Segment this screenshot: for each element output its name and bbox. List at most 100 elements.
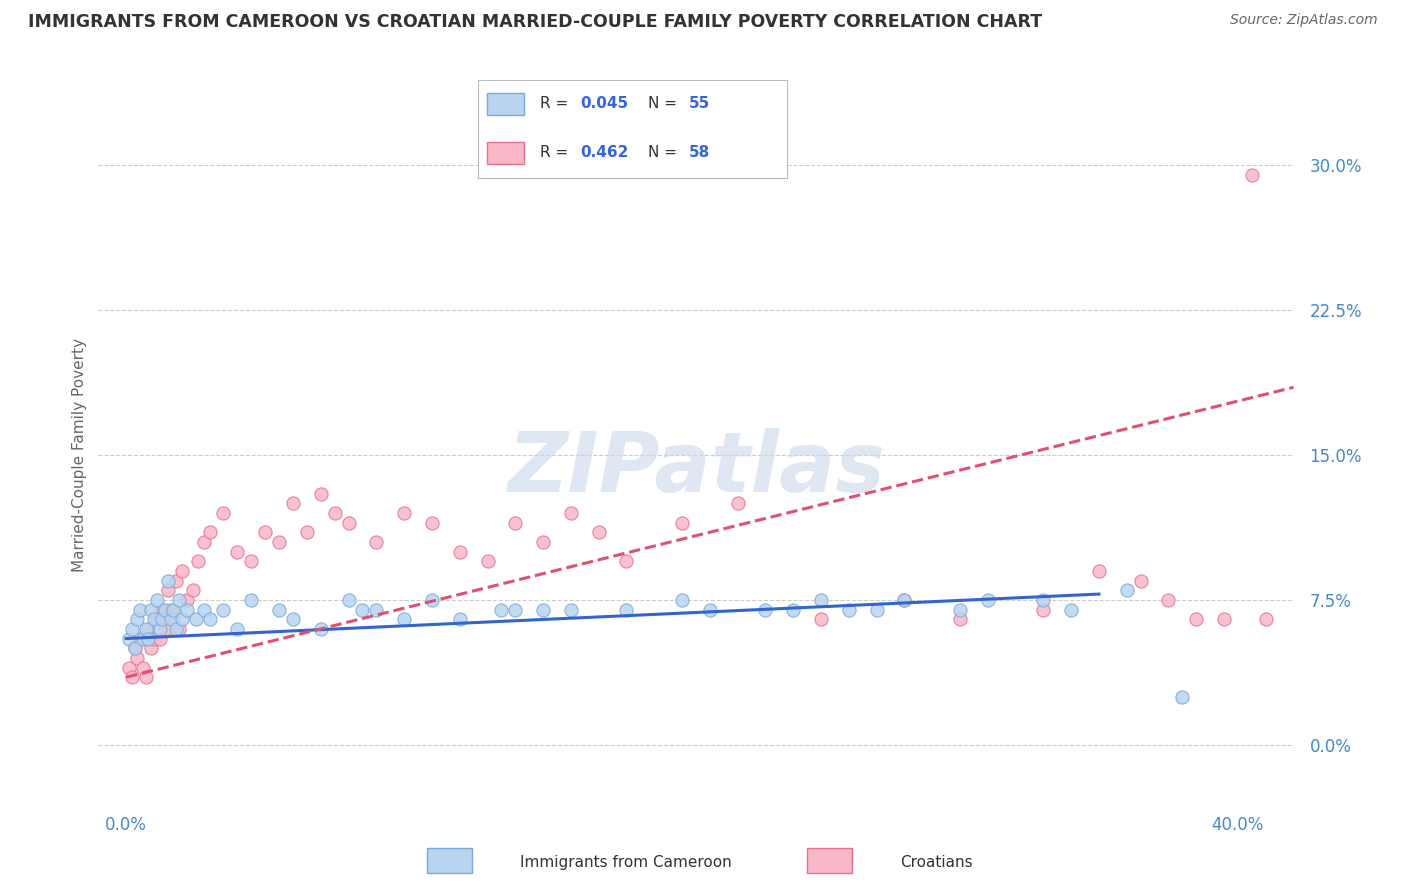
Y-axis label: Married-Couple Family Poverty: Married-Couple Family Poverty — [72, 338, 87, 572]
Point — [420, 516, 443, 530]
Point — [184, 612, 207, 626]
Point — [1115, 583, 1137, 598]
Point — [165, 622, 187, 636]
Point — [893, 592, 915, 607]
Point — [531, 534, 554, 549]
Point — [1088, 564, 1111, 578]
Point — [616, 602, 638, 616]
Point — [671, 592, 693, 607]
Point — [240, 554, 263, 568]
Point — [141, 641, 163, 656]
Point — [167, 622, 190, 636]
Point — [560, 506, 582, 520]
Point — [477, 554, 499, 568]
Text: R =: R = — [540, 96, 574, 112]
Point — [146, 612, 169, 626]
Text: N =: N = — [648, 96, 682, 112]
Point — [121, 670, 143, 684]
Point — [392, 506, 415, 520]
Point — [893, 592, 915, 607]
Point — [588, 525, 610, 540]
Text: Source: ZipAtlas.com: Source: ZipAtlas.com — [1230, 13, 1378, 28]
Point — [337, 516, 360, 530]
Point — [671, 516, 693, 530]
Point — [254, 525, 277, 540]
Point — [420, 592, 443, 607]
Point — [1254, 612, 1277, 626]
Point — [1060, 602, 1083, 616]
Point — [1240, 168, 1263, 182]
Text: R =: R = — [540, 145, 574, 161]
Point — [267, 534, 290, 549]
Point — [1185, 612, 1208, 626]
Point — [162, 602, 184, 616]
Point — [148, 622, 170, 636]
Point — [449, 544, 471, 558]
Point — [281, 496, 304, 510]
Point — [1032, 592, 1054, 607]
Point — [135, 670, 157, 684]
Point — [352, 602, 374, 616]
Point — [449, 612, 471, 626]
Point — [1129, 574, 1152, 588]
Point — [212, 602, 235, 616]
Point — [165, 574, 187, 588]
Point — [153, 602, 176, 616]
Point — [949, 602, 972, 616]
FancyBboxPatch shape — [488, 142, 524, 164]
Point — [176, 602, 198, 616]
Point — [560, 602, 582, 616]
Point — [727, 496, 749, 510]
Point — [167, 592, 190, 607]
Point — [156, 574, 179, 588]
Text: N =: N = — [648, 145, 682, 161]
Point — [1213, 612, 1236, 626]
Point — [366, 534, 388, 549]
Point — [159, 602, 181, 616]
Point — [295, 525, 318, 540]
Point — [150, 602, 173, 616]
Point — [198, 612, 221, 626]
Point — [127, 612, 149, 626]
Text: IMMIGRANTS FROM CAMEROON VS CROATIAN MARRIED-COUPLE FAMILY POVERTY CORRELATION C: IMMIGRANTS FROM CAMEROON VS CROATIAN MAR… — [28, 13, 1042, 31]
Point — [240, 592, 263, 607]
Point — [616, 554, 638, 568]
Point — [124, 641, 146, 656]
Point — [226, 544, 249, 558]
Point — [170, 564, 193, 578]
Point — [124, 641, 146, 656]
FancyBboxPatch shape — [488, 93, 524, 114]
Point — [159, 612, 181, 626]
Point — [754, 602, 776, 616]
Point — [193, 534, 215, 549]
Point — [135, 622, 157, 636]
Point — [782, 602, 804, 616]
Point — [337, 592, 360, 607]
Point — [810, 592, 832, 607]
Point — [129, 602, 152, 616]
Point — [118, 660, 141, 674]
Point — [309, 486, 332, 500]
Point — [1157, 592, 1180, 607]
Point — [505, 516, 527, 530]
Point — [141, 602, 163, 616]
Text: ZIPatlas: ZIPatlas — [508, 428, 884, 509]
Point — [198, 525, 221, 540]
Point — [181, 583, 204, 598]
Point — [121, 622, 143, 636]
Point — [162, 612, 184, 626]
Point — [187, 554, 209, 568]
Text: Croatians: Croatians — [900, 855, 973, 870]
Point — [323, 506, 346, 520]
Point — [226, 622, 249, 636]
Point — [366, 602, 388, 616]
Point — [810, 612, 832, 626]
Point — [491, 602, 513, 616]
Point — [281, 612, 304, 626]
Text: Immigrants from Cameroon: Immigrants from Cameroon — [520, 855, 733, 870]
Point — [699, 602, 721, 616]
Point — [127, 651, 149, 665]
Point — [977, 592, 1000, 607]
Point — [143, 632, 166, 646]
Text: 0.462: 0.462 — [581, 145, 628, 161]
